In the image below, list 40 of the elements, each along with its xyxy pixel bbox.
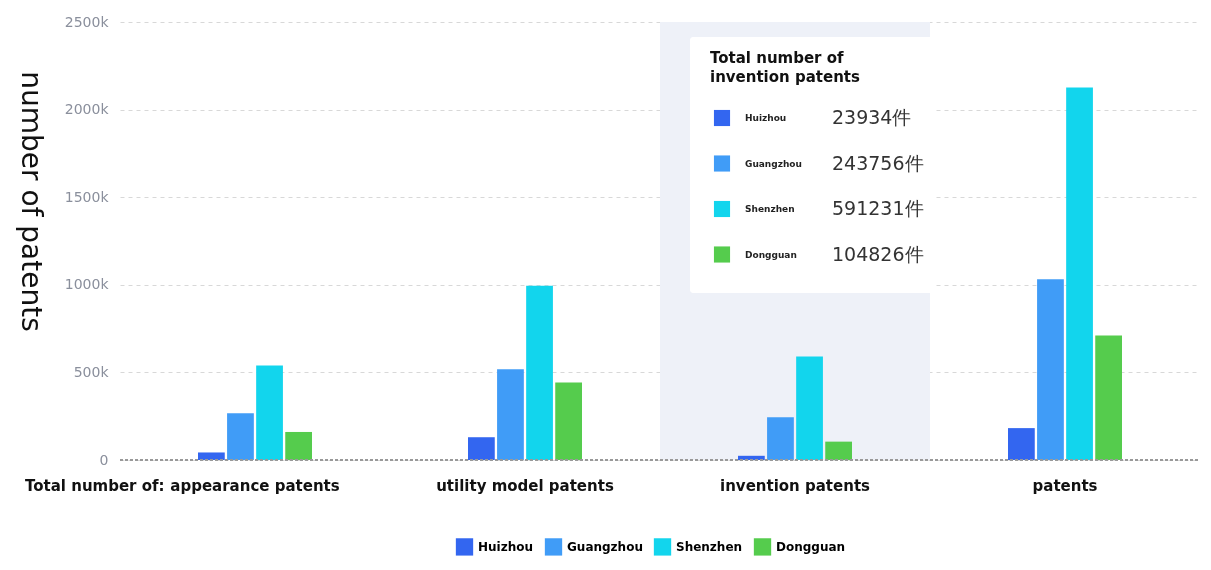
legend-label: Dongguan <box>745 249 797 260</box>
bar <box>526 285 553 460</box>
x-tick-label: patents <box>1032 476 1098 495</box>
y-tick-label: 500k <box>73 363 110 380</box>
bar <box>1095 335 1122 460</box>
bar <box>468 437 495 460</box>
x-tick-label: invention patents <box>720 476 871 495</box>
y-tick-label: 0 <box>99 451 109 468</box>
bar <box>1066 87 1093 460</box>
y-tick-label: 2000k <box>64 101 110 118</box>
annotation: Total number of invention patents <box>710 49 861 86</box>
bar <box>555 382 582 460</box>
bar <box>767 417 794 460</box>
bar <box>285 431 312 460</box>
annotation: 591231件 <box>832 197 924 219</box>
annotation: 23934件 <box>832 106 912 128</box>
y-tick-label: 1000k <box>64 276 110 293</box>
text: Total number of: <box>25 477 165 495</box>
text: Guangzhou <box>745 158 802 169</box>
text: Huizhou <box>745 113 787 123</box>
text: Dongguan <box>776 539 846 554</box>
legend-label: Shenzhen <box>745 204 795 214</box>
bar <box>227 413 254 460</box>
bar <box>1008 428 1035 460</box>
x-tick-label: appearance patents <box>170 476 340 495</box>
bar <box>497 369 524 460</box>
bar <box>796 356 823 460</box>
y-tick-label: 2500k <box>64 13 110 30</box>
bar <box>198 452 225 460</box>
y-axis-title: number of patents <box>14 71 48 332</box>
x-tick-label: utility model patents <box>436 476 614 495</box>
y-tick-label: 1500k <box>64 188 110 205</box>
bar <box>1037 279 1064 460</box>
text: Shenzhen <box>676 539 743 554</box>
bar <box>256 365 283 460</box>
bar <box>825 441 852 460</box>
legend-label: Huizhou <box>478 539 534 554</box>
legend-label: Guangzhou <box>567 539 643 554</box>
annotation: 243756件 <box>832 151 924 174</box>
annotation: 104826件 <box>832 242 924 265</box>
